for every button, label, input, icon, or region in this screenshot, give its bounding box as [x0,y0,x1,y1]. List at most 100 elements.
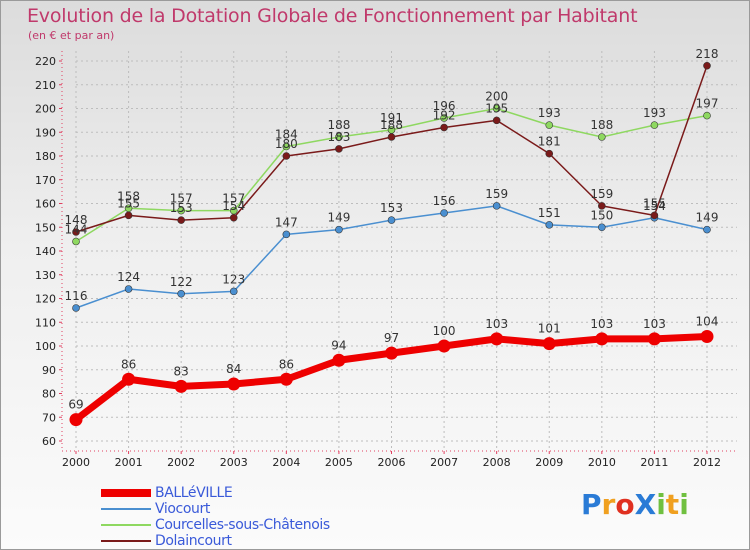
data-label-courcelles-sous-chatenois-2009: 193 [538,106,561,120]
x-tick-label-2011: 2011 [640,456,668,469]
data-label-courcelles-sous-chatenois-2001: 158 [117,189,140,203]
point-dolaincourt-2012 [703,61,711,70]
point-courcelles-sous-chatenois-2007 [440,114,448,122]
data-label-viocourt-2000: 116 [65,289,88,303]
legend-swatch-courcelles-sous-chatenois [101,524,151,526]
data-label-dolaincourt-2008: 195 [485,101,508,115]
legend-label-viocourt: Viocourt [155,501,210,517]
data-label-courcelles-sous-chatenois-2006: 191 [380,111,403,125]
point-balleville-2007 [437,339,451,353]
y-tick-label-210: 210 [35,79,56,92]
legend-label-balleville: BALLéVILLE [155,485,233,501]
data-label-viocourt-2009: 151 [538,206,561,220]
data-label-courcelles-sous-chatenois-2003: 157 [222,192,245,206]
data-label-courcelles-sous-chatenois-2000: 144 [65,223,88,237]
x-tick-label-2003: 2003 [220,456,248,469]
point-courcelles-sous-chatenois-2012 [703,111,711,120]
data-label-viocourt-2007: 156 [433,194,456,208]
logo-letter: P [581,488,602,521]
y-tick-label-160: 160 [35,198,56,211]
point-dolaincourt-2001 [124,211,133,220]
point-courcelles-sous-chatenois-2005 [335,133,343,141]
axes: 60 70 80 90 100 110 120 130 140 150 160 170 180 190 20… [35,51,737,469]
y-tick-label-80: 80 [42,388,56,401]
series-courcelles-sous-chatenois [72,104,711,246]
legend-swatch-dolaincourt [101,540,151,542]
data-label-courcelles-sous-chatenois-2008: 200 [485,90,508,104]
grid [75,51,737,451]
data-labels: 69 86 83 84 86 94 97 100 103 101 103 103 104 116 124 12… [65,47,719,412]
data-label-dolaincourt-2003: 154 [222,199,245,213]
point-balleville-2000 [69,413,83,427]
series-dolaincourt [72,61,711,236]
point-courcelles-sous-chatenois-2008 [492,104,501,113]
point-balleville-2001 [122,372,136,386]
point-balleville-2004 [279,372,293,386]
y-tick-label-90: 90 [42,364,56,377]
data-label-dolaincourt-2005: 183 [327,130,350,144]
point-dolaincourt-2003 [229,213,238,222]
x-tick-label-2010: 2010 [588,456,616,469]
data-label-balleville-2004: 86 [279,357,294,371]
data-label-viocourt-2005: 149 [327,211,350,225]
legend-label-courcelles-sous-chatenois: Courcelles-sous-Châtenois [155,517,330,533]
data-label-balleville-2001: 86 [121,357,136,371]
y-tick-label-190: 190 [35,126,56,139]
point-dolaincourt-2009 [545,149,554,158]
point-viocourt-2007 [440,209,448,217]
x-tick-label-2005: 2005 [325,456,353,469]
data-label-viocourt-2008: 159 [485,187,508,201]
data-label-courcelles-sous-chatenois-2011: 193 [643,106,666,120]
point-viocourt-2006 [387,216,396,224]
series-balleville [69,330,714,427]
logo-letter: t [665,488,680,521]
point-courcelles-sous-chatenois-2009 [545,121,554,129]
point-balleville-2002 [174,379,188,393]
point-balleville-2012 [700,330,714,343]
data-label-balleville-2007: 100 [433,324,456,338]
data-label-viocourt-2003: 123 [222,272,245,286]
x-tick-label-2002: 2002 [167,456,195,469]
logo-letter: i [679,488,689,521]
y-tick-label-100: 100 [35,340,56,353]
data-label-dolaincourt-2000: 148 [65,213,88,227]
data-label-courcelles-sous-chatenois-2012: 197 [696,97,719,111]
logo-letter: X [634,488,657,521]
point-viocourt-2010 [598,223,606,232]
point-courcelles-sous-chatenois-2002 [177,206,185,215]
point-dolaincourt-2000 [72,228,80,236]
legend-label-dolaincourt: Dolaincourt [155,533,232,549]
data-label-dolaincourt-2007: 192 [433,109,456,123]
x-tick-label-2001: 2001 [115,456,143,469]
data-label-courcelles-sous-chatenois-2005: 188 [327,118,350,132]
legend-swatch-balleville [101,489,151,497]
point-viocourt-2005 [335,225,343,234]
x-tick-label-2004: 2004 [272,456,300,469]
point-courcelles-sous-chatenois-2004 [282,142,291,151]
point-viocourt-2002 [177,289,185,298]
point-balleville-2009 [542,337,556,351]
data-label-dolaincourt-2009: 181 [538,135,561,149]
data-label-dolaincourt-2012: 218 [696,47,719,61]
series-lines [69,61,714,427]
legend-swatch-viocourt [101,508,151,510]
chart-title: Evolution de la Dotation Globale de Fonc… [27,5,638,27]
point-dolaincourt-2008 [492,116,501,125]
x-tick-label-2008: 2008 [483,456,511,469]
y-tick-label-60: 60 [42,435,56,448]
data-label-balleville-2010: 103 [590,317,613,331]
data-label-dolaincourt-2002: 153 [170,201,193,215]
x-tick-label-2007: 2007 [430,456,458,469]
data-label-balleville-2012: 104 [696,315,719,329]
y-tick-label-180: 180 [35,150,56,163]
data-label-courcelles-sous-chatenois-2004: 184 [275,128,298,142]
y-tick-label-220: 220 [35,55,56,68]
point-dolaincourt-2004 [282,152,291,160]
data-label-balleville-2011: 103 [643,317,666,331]
y-tick-label-110: 110 [35,316,56,329]
logo-letter: o [615,488,635,521]
point-balleville-2005 [332,353,346,367]
y-tick-label-130: 130 [35,269,56,282]
point-viocourt-2009 [545,221,554,229]
